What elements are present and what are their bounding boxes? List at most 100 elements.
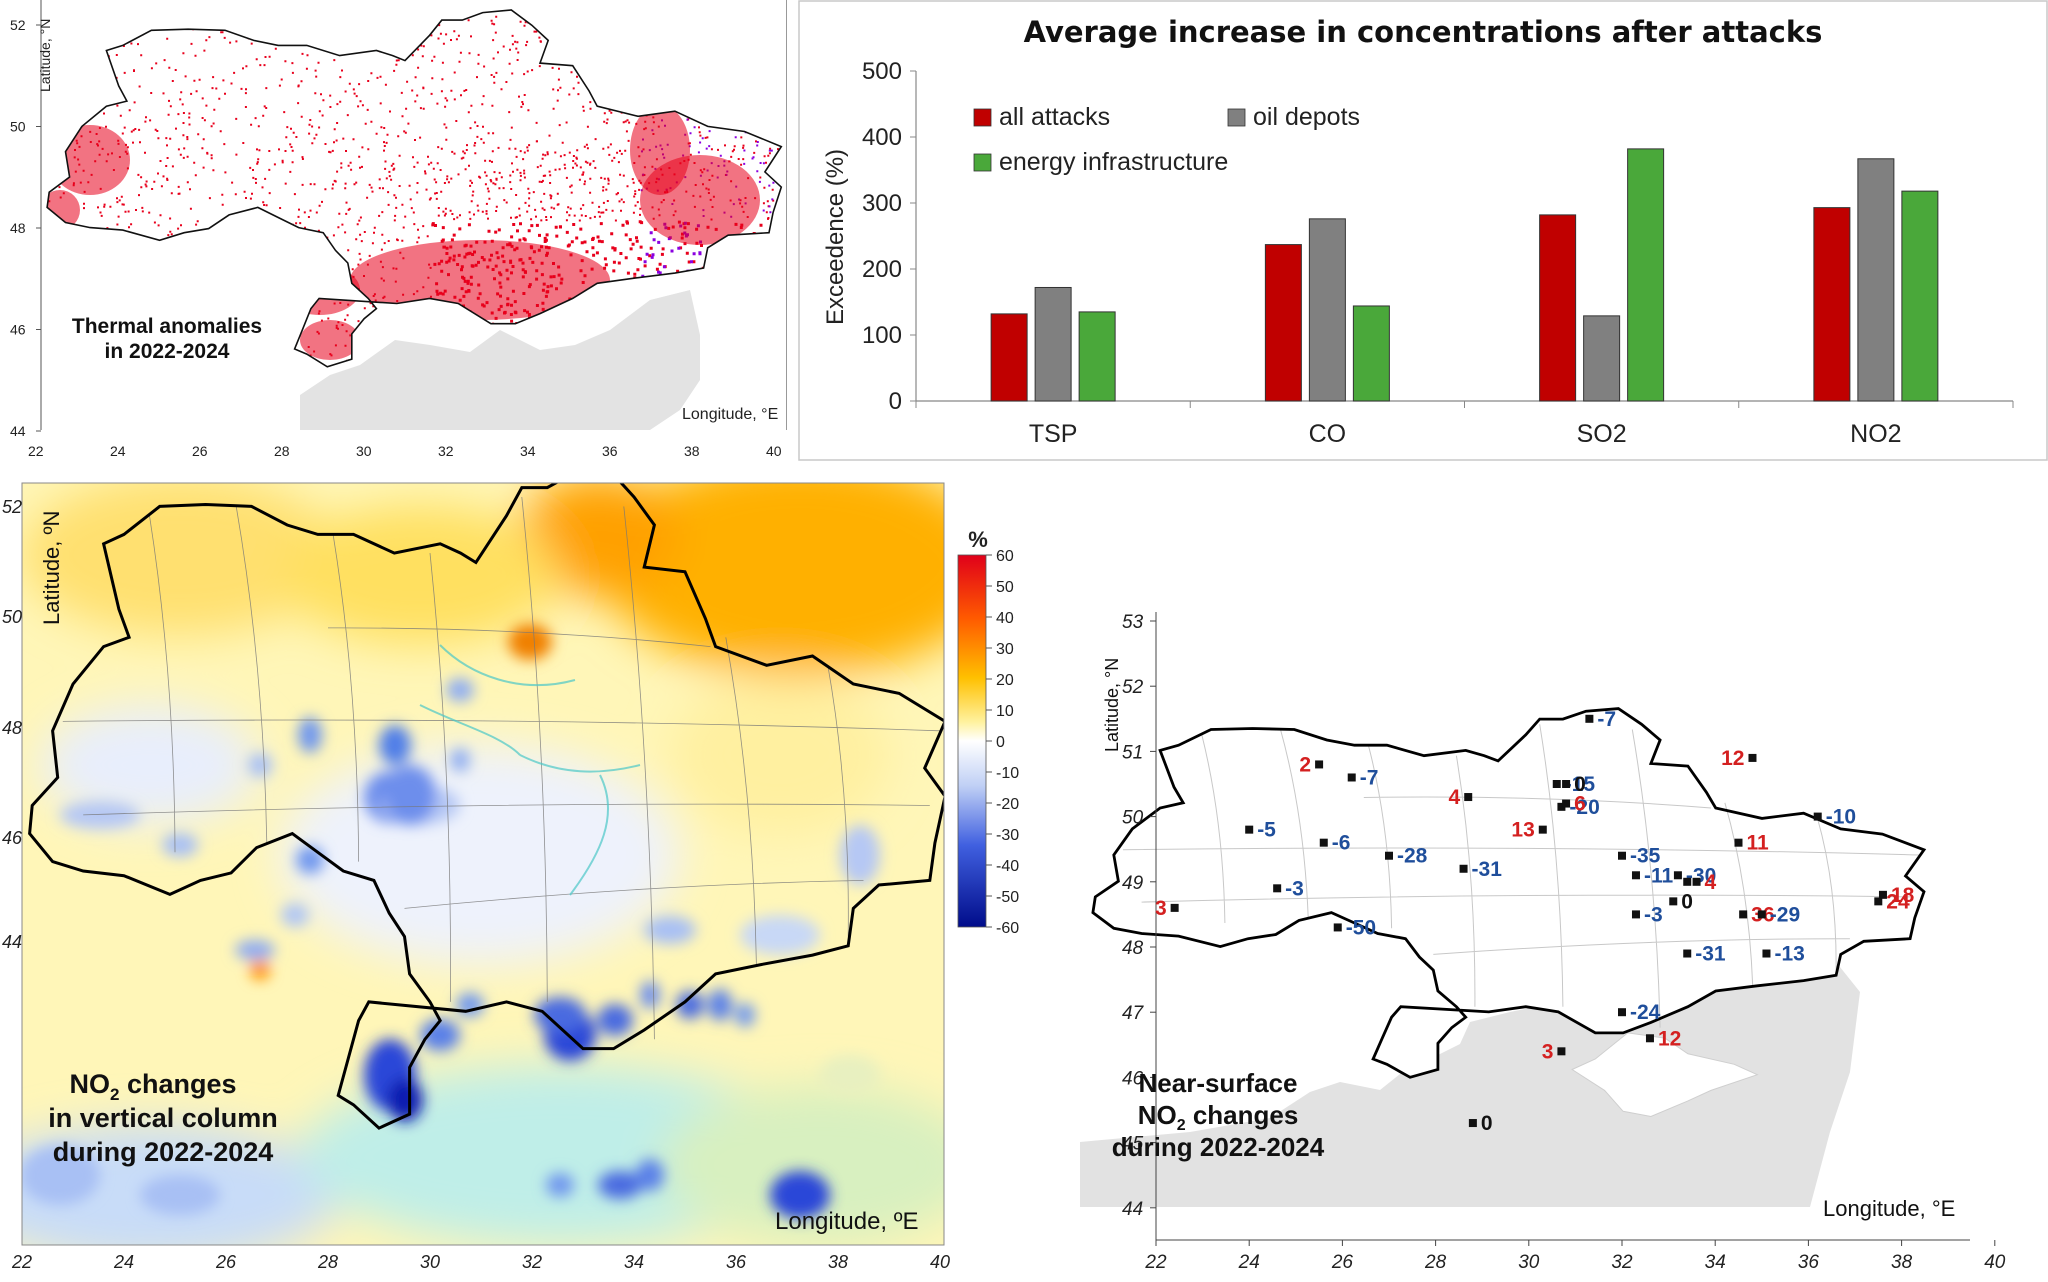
bar-energy-infrastructure <box>1078 311 1116 402</box>
station-value-label: -5 <box>1257 819 1276 842</box>
colorbar-tick-label: -10 <box>996 765 1019 782</box>
station-value-label: 11 <box>1747 832 1770 855</box>
station-marker <box>1319 838 1328 847</box>
thermal-title-line2: in 2022-2024 <box>105 340 230 363</box>
lon-tick-label: 32 <box>438 443 454 459</box>
exceedence-bar-chart: Average increase in concentrations after… <box>798 0 2048 461</box>
ukraine-territory <box>1092 708 1924 1078</box>
y-tick-label: 400 <box>862 124 902 151</box>
lat-tick-label: 44 <box>2 932 22 952</box>
lat-tick-label: 48 <box>1122 938 1144 959</box>
station-value-label: 12 <box>1721 747 1744 770</box>
lon-tick-label: 24 <box>1238 1252 1260 1273</box>
lon-tick-label: 38 <box>684 443 700 459</box>
station-value-label: -50 <box>1346 916 1376 939</box>
colorbar <box>957 554 987 928</box>
lon-tick-label: 24 <box>113 1252 134 1272</box>
lat-tick-label: 51 <box>1122 742 1143 763</box>
station-value-label: 4 <box>1449 786 1461 809</box>
lon-tick-label: 40 <box>766 443 782 459</box>
station-value-label: 0 <box>1481 1112 1493 1135</box>
station-marker <box>1618 1008 1626 1017</box>
legend-label: energy infrastructure <box>999 148 1228 176</box>
lon-tick-label: 36 <box>1798 1252 1820 1273</box>
station-marker <box>1562 780 1571 788</box>
y-tick-label: 300 <box>862 190 902 217</box>
legend-label: oil depots <box>1253 103 1360 131</box>
category-label: SO2 <box>1577 420 1627 448</box>
station-marker <box>1315 760 1324 769</box>
station-value-label: -31 <box>1695 943 1726 966</box>
lon-tick-label: 36 <box>602 443 618 459</box>
lat-tick-label: 46 <box>10 322 26 338</box>
station-value-label: 18 <box>1891 884 1915 907</box>
lat-tick-label: 52 <box>10 17 26 33</box>
bar-all-attacks <box>1539 214 1577 402</box>
legend-swatch <box>1227 108 1246 127</box>
surface-title-line3: during 2022-2024 <box>1112 1132 1325 1162</box>
category-label: NO2 <box>1850 420 1901 448</box>
lon-tick-label: 28 <box>274 443 290 459</box>
station-value-label: -13 <box>1774 943 1804 966</box>
station-marker <box>1333 923 1342 932</box>
colorbar-tick-label: 60 <box>996 548 1014 565</box>
colorbar-tick-label: 50 <box>996 579 1014 596</box>
lon-tick-label: 34 <box>624 1252 644 1272</box>
lon-tick-label: 36 <box>726 1252 747 1272</box>
station-value-label: 6 <box>1574 793 1586 816</box>
lat-tick-label: 46 <box>2 828 23 848</box>
crimea <box>1571 1032 1759 1118</box>
lat-tick-label: 45 <box>1122 1134 1144 1155</box>
lon-tick-label: 30 <box>1518 1252 1540 1273</box>
column-no2-map: 52 50 48 46 44 22 24 26 28 30 32 34 36 38 40 % 60 50 40 3… <box>2 482 1019 1272</box>
station-value-label: 24 <box>1886 890 1910 913</box>
station-value-label: -24 <box>1630 1001 1661 1024</box>
station-marker <box>1170 903 1179 912</box>
colorbar-tick-label: 40 <box>996 610 1014 627</box>
station-marker <box>1739 910 1748 919</box>
lon-tick-label: 32 <box>522 1252 542 1272</box>
bar-oil-depots <box>1857 158 1895 402</box>
station-marker <box>1669 897 1678 906</box>
ukraine-border <box>46 9 783 368</box>
station-value-label: 0 <box>1574 773 1586 796</box>
station-value-label: -20 <box>1569 796 1599 819</box>
station-value-label: 4 <box>1705 871 1717 894</box>
category-label: TSP <box>1029 420 1078 448</box>
column-title-line3: during 2022-2024 <box>53 1137 274 1167</box>
lat-tick-label: 53 <box>1122 612 1144 633</box>
lon-tick-label: 40 <box>1984 1252 2006 1273</box>
bar-all-attacks <box>1264 244 1302 402</box>
lat-tick-label: 47 <box>1122 1003 1145 1024</box>
lat-tick-label: 50 <box>10 119 26 135</box>
lon-tick-label: 38 <box>1891 1252 1913 1273</box>
station-marker <box>1874 897 1883 906</box>
lon-tick-label: 26 <box>1331 1252 1354 1273</box>
station-value-label: -10 <box>1826 806 1856 829</box>
lon-tick-label: 40 <box>930 1252 950 1272</box>
station-marker <box>1645 1034 1654 1043</box>
station-value-label: -3 <box>1644 903 1663 926</box>
lat-tick-label: 44 <box>1122 1199 1143 1220</box>
colorbar-unit: % <box>968 527 988 552</box>
station-marker <box>1552 780 1561 788</box>
station-value-label: 2 <box>1299 753 1311 776</box>
no2-column-field <box>22 483 944 1245</box>
lon-tick-label: 24 <box>110 443 126 459</box>
station-marker <box>1878 890 1887 899</box>
lon-tick-label: 28 <box>317 1252 338 1272</box>
sea-area <box>300 290 700 430</box>
lon-tick-label: 32 <box>1611 1252 1633 1273</box>
lat-tick-label: 48 <box>2 718 22 738</box>
legend-swatch <box>973 153 992 172</box>
station-marker <box>1585 714 1594 723</box>
y-tick-label: 100 <box>862 322 902 349</box>
bar-all-attacks <box>1813 207 1851 402</box>
station-marker <box>1757 910 1766 919</box>
station-marker <box>1557 802 1566 811</box>
surface-title-line2: NO2 changes <box>1138 1100 1299 1134</box>
bar-all-attacks <box>990 313 1028 402</box>
lat-tick-label: 48 <box>10 220 26 236</box>
